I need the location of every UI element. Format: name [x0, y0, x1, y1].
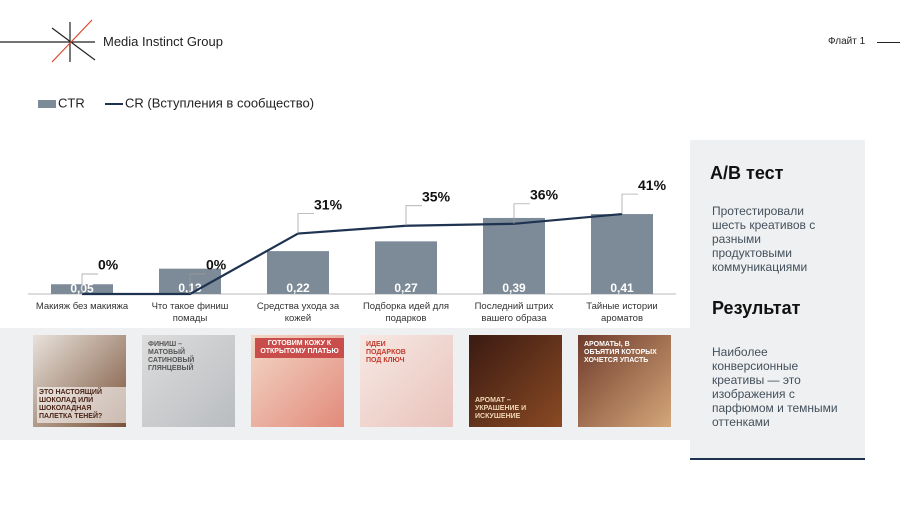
bar-value-label: 0,27: [394, 281, 418, 295]
creative-text: АРОМАТЫ, В ОБЪЯТИЯ КОТОРЫХ ХОЧЕТСЯ УПАСТ…: [584, 341, 657, 364]
callout-line: [405, 205, 422, 226]
creative-text: ГОТОВИМ КОЖУ К ОТКРЫТОМУ ПЛАТЬЮ: [255, 338, 344, 358]
creative-text: ИДЕИ ПОДАРКОВ ПОД КЛЮЧ: [366, 341, 406, 364]
bar-value-label: 0,41: [610, 281, 634, 295]
callout-line: [81, 273, 98, 294]
line-value-label: 0%: [206, 257, 227, 273]
line: [82, 212, 623, 296]
creative: АРОМАТЫ, В ОБЪЯТИЯ КОТОРЫХ ХОЧЕТСЯ УПАСТ…: [578, 335, 671, 427]
bar: [267, 251, 329, 294]
bar-value-label: 0,22: [286, 281, 310, 295]
legend-swatch: [38, 100, 56, 108]
line-value-label: 0%: [98, 257, 119, 273]
test-text: Протестировали шесть креативов с разными…: [712, 204, 816, 274]
bar: [591, 214, 653, 294]
line-value-label: 35%: [422, 188, 451, 204]
side-panel: [690, 140, 865, 460]
test-title: A/B тест: [710, 163, 784, 183]
legend-label: CTR: [58, 95, 85, 110]
creative-text: АРОМАТ – УКРАШЕНИЕ И ИСКУШЕНИЕ: [475, 397, 527, 420]
result-text: Наиболее конверсионные креативы — это из…: [712, 345, 838, 429]
callout-line: [189, 273, 206, 294]
bar: [375, 241, 437, 294]
chart: CTR CR (Вступления в сообщество)0,05 0,13 0…: [28, 95, 676, 296]
flight-rule: [877, 42, 900, 43]
creative: ЭТО НАСТОЯЩИЙ ШОКОЛАД ИЛИ ШОКОЛАДНАЯ ПАЛ…: [33, 335, 126, 427]
result-title: Результат: [712, 298, 801, 318]
x-tick-label: Тайные истории ароматов: [586, 301, 658, 324]
creative-text: ФИНИШ – МАТОВЫЙ САТИНОВЫЙ ГЛЯНЦЕВЫЙ: [148, 341, 195, 372]
logo: [0, 19, 96, 63]
legend-label: CR (Вступления в сообщество): [125, 95, 314, 110]
bar-value-label: 0,39: [502, 281, 526, 295]
callout-line: [621, 193, 638, 215]
x-tick-label: Средства ухода за кожей: [256, 301, 340, 324]
line-value-label: 41%: [638, 177, 667, 193]
x-tick-label: Макияж без макияжа: [35, 301, 129, 312]
x-tick-label: Что такое финиш помады: [151, 301, 229, 324]
creative: ИДЕИ ПОДАРКОВ ПОД КЛЮЧ: [360, 335, 453, 427]
flight: Флайт 1: [828, 36, 866, 47]
creative-text: ЭТО НАСТОЯЩИЙ ШОКОЛАД ИЛИ ШОКОЛАДНАЯ ПАЛ…: [37, 387, 126, 423]
callout-line: [297, 213, 314, 234]
brand: Media Instinct Group: [103, 34, 223, 49]
line-value-label: 36%: [530, 187, 559, 203]
creative: ГОТОВИМ КОЖУ К ОТКРЫТОМУ ПЛАТЬЮ: [251, 335, 344, 427]
callout-line: [513, 203, 530, 224]
bar: [483, 217, 545, 294]
line-value-label: 31%: [314, 196, 343, 212]
x-tick-label: Последний штрих вашего образа: [474, 301, 554, 324]
x-tick-label: Подборка идей для подарков: [362, 301, 450, 324]
creative: АРОМАТ – УКРАШЕНИЕ И ИСКУШЕНИЕ: [469, 335, 562, 427]
creative: ФИНИШ – МАТОВЫЙ САТИНОВЫЙ ГЛЯНЦЕВЫЙ: [142, 335, 235, 427]
